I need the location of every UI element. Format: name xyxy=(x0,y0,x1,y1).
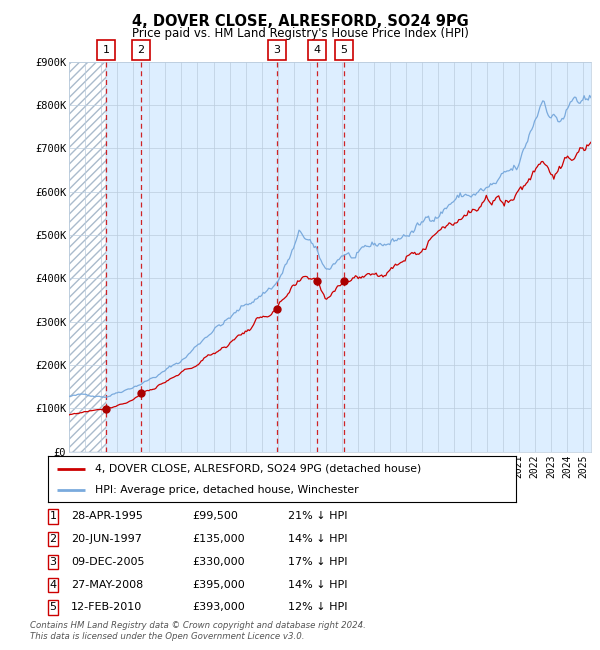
Text: Contains HM Land Registry data © Crown copyright and database right 2024.
This d: Contains HM Land Registry data © Crown c… xyxy=(30,621,366,641)
Text: HPI: Average price, detached house, Winchester: HPI: Average price, detached house, Winc… xyxy=(95,484,358,495)
Text: £395,000: £395,000 xyxy=(192,580,245,590)
Text: £135,000: £135,000 xyxy=(192,534,245,544)
Text: 1: 1 xyxy=(103,45,110,55)
Text: 20-JUN-1997: 20-JUN-1997 xyxy=(71,534,142,544)
Text: 27-MAY-2008: 27-MAY-2008 xyxy=(71,580,143,590)
Text: 14% ↓ HPI: 14% ↓ HPI xyxy=(288,534,347,544)
Text: 5: 5 xyxy=(340,45,347,55)
Text: 3: 3 xyxy=(273,45,280,55)
Text: Price paid vs. HM Land Registry's House Price Index (HPI): Price paid vs. HM Land Registry's House … xyxy=(131,27,469,40)
Text: 12-FEB-2010: 12-FEB-2010 xyxy=(71,603,142,612)
Text: 4, DOVER CLOSE, ALRESFORD, SO24 9PG (detached house): 4, DOVER CLOSE, ALRESFORD, SO24 9PG (det… xyxy=(95,463,421,474)
Text: 17% ↓ HPI: 17% ↓ HPI xyxy=(288,557,347,567)
Text: 14% ↓ HPI: 14% ↓ HPI xyxy=(288,580,347,590)
Text: 4: 4 xyxy=(49,580,56,590)
Text: 5: 5 xyxy=(49,603,56,612)
Text: 09-DEC-2005: 09-DEC-2005 xyxy=(71,557,145,567)
Text: 4: 4 xyxy=(313,45,320,55)
Text: 2: 2 xyxy=(49,534,56,544)
Text: 2: 2 xyxy=(137,45,145,55)
Text: £330,000: £330,000 xyxy=(192,557,245,567)
Text: £393,000: £393,000 xyxy=(192,603,245,612)
Bar xyxy=(69,62,106,452)
Text: 3: 3 xyxy=(49,557,56,567)
Text: 4, DOVER CLOSE, ALRESFORD, SO24 9PG: 4, DOVER CLOSE, ALRESFORD, SO24 9PG xyxy=(131,14,469,29)
Text: 1: 1 xyxy=(49,512,56,521)
Text: £99,500: £99,500 xyxy=(192,512,238,521)
Text: 12% ↓ HPI: 12% ↓ HPI xyxy=(288,603,347,612)
Text: 28-APR-1995: 28-APR-1995 xyxy=(71,512,143,521)
Text: 21% ↓ HPI: 21% ↓ HPI xyxy=(288,512,347,521)
